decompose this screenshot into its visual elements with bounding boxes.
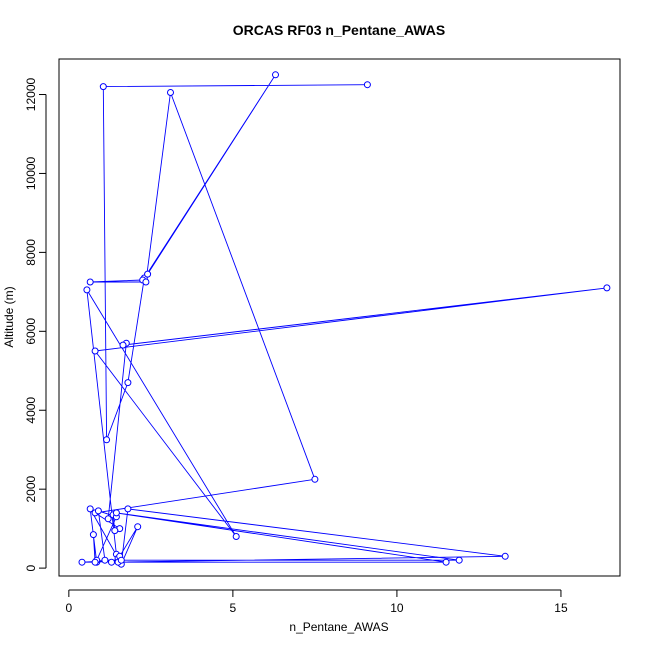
data-point: [124, 379, 132, 387]
y-tick-label: 0: [24, 564, 38, 571]
data-point: [86, 278, 94, 286]
data-point: [91, 558, 99, 566]
data-point: [112, 509, 120, 517]
chart-title: ORCAS RF03 n_Pentane_AWAS: [233, 22, 445, 38]
plot-frame: [58, 58, 621, 577]
data-point: [119, 341, 127, 349]
y-tick-label: 6000: [24, 318, 38, 345]
y-tick-label: 8000: [24, 239, 38, 266]
data-point: [603, 284, 611, 292]
data-point: [94, 507, 102, 515]
data-point: [167, 89, 174, 96]
series-line: [81, 74, 607, 565]
y-tick-label: 10000: [24, 156, 38, 190]
x-axis-label: n_Pentane_AWAS: [289, 620, 388, 634]
plot-series: [78, 71, 611, 568]
data-point: [232, 533, 240, 540]
data-point: [142, 278, 150, 286]
x-tick-label: 0: [65, 601, 72, 615]
data-point: [501, 552, 509, 560]
data-point: [442, 558, 450, 566]
data-point: [108, 558, 115, 566]
data-point: [272, 71, 279, 79]
data-point: [86, 505, 94, 513]
data-point: [124, 505, 132, 513]
y-tick-label: 4000: [24, 397, 38, 424]
x-tick-label: 5: [230, 601, 237, 615]
data-point: [89, 531, 97, 539]
data-point: [144, 270, 152, 278]
y-axis: 0 2000 4000 6000 8000 10000 12000: [24, 78, 47, 571]
data-point: [78, 558, 86, 566]
x-tick-label: 10: [390, 601, 404, 615]
x-axis: 0 5 10 15: [65, 589, 568, 615]
x-tick-label: 15: [554, 601, 568, 615]
data-point: [104, 515, 112, 523]
data-point: [117, 556, 125, 564]
data-point: [311, 475, 319, 483]
y-tick-label: 12000: [24, 78, 38, 112]
data-point: [455, 556, 463, 564]
data-point: [83, 286, 91, 294]
data-point: [103, 436, 111, 444]
y-axis-label: Altitude (m): [2, 286, 16, 347]
data-point: [99, 83, 107, 91]
data-point: [111, 527, 119, 535]
y-tick-label: 2000: [24, 476, 38, 503]
data-point: [363, 81, 371, 89]
data-point: [101, 556, 109, 564]
data-point: [134, 523, 142, 531]
data-point: [91, 347, 99, 355]
